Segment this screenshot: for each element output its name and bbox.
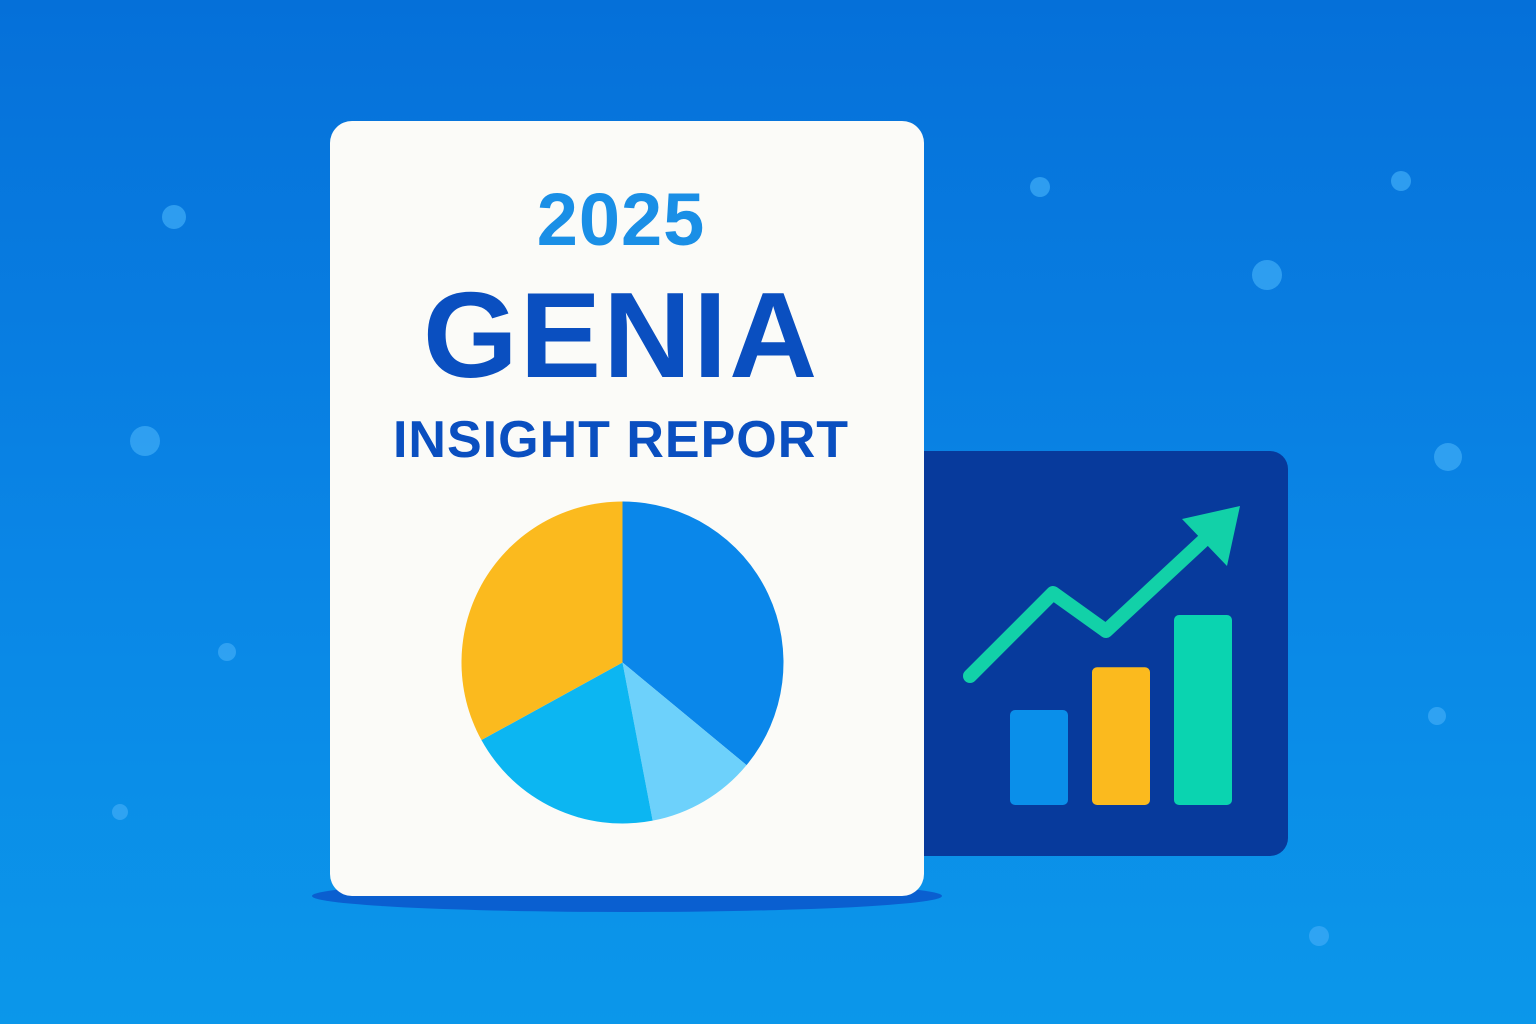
pie-slice-1	[622, 501, 784, 766]
bar-2	[1092, 667, 1150, 805]
background-dot	[1309, 926, 1329, 946]
background-dot	[112, 804, 128, 820]
background-dot	[218, 643, 236, 661]
pie-chart	[461, 501, 784, 824]
bar-1	[1010, 710, 1068, 805]
bar-chart	[963, 506, 1240, 805]
background-dot	[1252, 260, 1282, 290]
bar-3	[1174, 615, 1232, 805]
background-dot	[1030, 177, 1050, 197]
background-dot	[1391, 171, 1411, 191]
background-dot	[1428, 707, 1446, 725]
report-brand-title: GENIA	[422, 267, 820, 403]
pie-slice-3	[481, 662, 653, 824]
trend-up-arrow-icon	[1182, 506, 1240, 566]
background-dot	[130, 426, 160, 456]
report-subtitle: INSIGHT REPORT	[392, 411, 850, 469]
pie-slice-2	[622, 662, 747, 821]
pie-slice-4	[461, 501, 623, 741]
trend-line	[963, 532, 1212, 683]
report-year: 2025	[536, 178, 706, 261]
background-dot	[1434, 443, 1462, 471]
background-dot	[162, 205, 186, 229]
